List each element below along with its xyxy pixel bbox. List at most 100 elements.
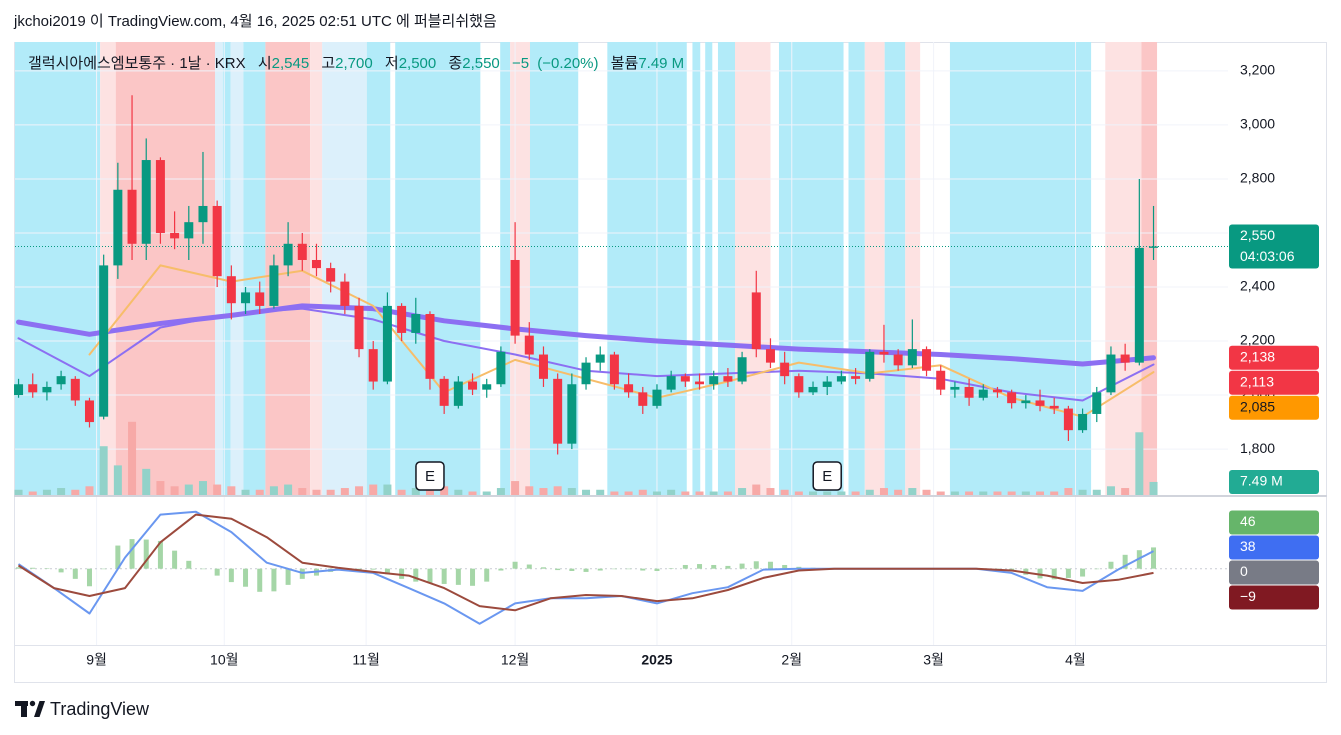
signal-band <box>717 42 735 495</box>
volume-bar <box>553 486 562 495</box>
signal-band <box>500 42 511 495</box>
macd-histogram-bar <box>767 561 773 569</box>
volume-bar <box>624 491 633 495</box>
macd-histogram-bar <box>413 568 419 582</box>
logo-dot <box>29 700 36 707</box>
signal-band <box>864 42 885 495</box>
volume-bar <box>709 491 718 495</box>
macd-histogram-bar <box>611 568 617 570</box>
signal-band <box>734 42 771 495</box>
macd-histogram-bar <box>455 568 461 585</box>
footer-brand: TradingView <box>50 699 150 719</box>
volume-bar <box>723 491 732 495</box>
axis-badge <box>1229 345 1319 370</box>
volume-bar <box>496 488 505 495</box>
candle-body <box>255 292 265 306</box>
signal-band <box>243 42 266 495</box>
volume-bar <box>142 468 151 495</box>
volume-bar <box>752 484 761 495</box>
y-tick-label: 1,800 <box>1240 440 1275 456</box>
candle-body <box>581 362 591 385</box>
legend-low-label: 저 <box>385 55 399 72</box>
macd-histogram-bar <box>1037 568 1043 579</box>
axis-badge-label: 2,550 <box>1240 227 1275 243</box>
macd-histogram-bar <box>172 550 178 569</box>
legend-open: 2,545 <box>272 55 310 72</box>
candle-body <box>1134 247 1144 363</box>
macd-histogram-bar <box>44 568 50 569</box>
macd-pane <box>15 510 1228 625</box>
signal-band <box>848 42 865 495</box>
volume-bar <box>1036 491 1045 495</box>
candle-body <box>170 232 180 239</box>
x-tick-label: 10월 <box>210 652 238 668</box>
macd-histogram-bar <box>16 567 22 569</box>
macd-histogram-bar <box>58 568 64 573</box>
candle-body <box>496 351 506 385</box>
candle-body <box>269 265 279 306</box>
x-tick-label: 2025 <box>641 652 672 668</box>
macd-histogram-bar <box>569 568 575 571</box>
candle-body <box>567 384 577 444</box>
volume-bar <box>1007 491 1016 495</box>
volume-bar <box>865 489 874 495</box>
candle-body <box>70 378 80 401</box>
macd-histogram-bar <box>682 564 688 569</box>
candle-body <box>666 376 676 390</box>
volume-bar <box>879 488 888 495</box>
candle-body <box>468 381 478 390</box>
macd-histogram-bar <box>186 560 192 569</box>
volume-bar <box>582 489 591 495</box>
macd-histogram-bar <box>271 568 277 592</box>
volume-bar <box>667 489 676 495</box>
axis-badge-time: 04:03:06 <box>1240 248 1295 264</box>
logo-slash <box>34 701 45 717</box>
x-tick-label: 12월 <box>501 652 529 668</box>
volume-bar <box>1149 481 1158 495</box>
macd-histogram-bar <box>1065 568 1071 578</box>
candle-body <box>893 354 903 366</box>
axis-badge <box>1229 560 1319 585</box>
volume-bar <box>610 491 619 495</box>
volume-bar <box>482 491 491 495</box>
axis-badge <box>1229 535 1319 560</box>
candle-body <box>283 243 293 266</box>
macd-histogram-bar <box>668 568 674 569</box>
axis-badge-label: 7.49 M <box>1240 473 1283 489</box>
volume-bar <box>71 489 80 495</box>
legend-high-label: 고 <box>321 55 335 72</box>
candle-body <box>978 389 988 398</box>
volume-bar <box>908 488 917 495</box>
publish-header: jkchoi2019 이 TradingView.com, 4월 16, 202… <box>13 13 497 30</box>
candle-body <box>609 354 619 385</box>
macd-line <box>17 513 1154 612</box>
candle-body <box>595 354 605 363</box>
volume-bar <box>14 489 23 495</box>
signal-band <box>1141 42 1158 495</box>
candle-body <box>624 384 634 393</box>
volume-bar <box>567 488 576 495</box>
candle-body <box>638 392 648 406</box>
candle-body <box>553 378 563 444</box>
candle-body <box>936 370 946 390</box>
volume-bar <box>198 481 207 495</box>
macd-histogram-bar <box>143 539 149 569</box>
volume-bar <box>780 489 789 495</box>
candle-body <box>652 389 662 406</box>
volume-bar <box>425 488 434 495</box>
candle-body <box>482 384 492 390</box>
volume-bar <box>298 488 307 495</box>
macd-histogram-bar <box>782 564 788 569</box>
legend-close: 2,550 <box>462 55 500 72</box>
candle-body <box>354 305 364 350</box>
macd-histogram-bar <box>384 568 390 575</box>
axis-badge <box>1229 469 1319 494</box>
macd-histogram-bar <box>526 564 532 569</box>
axis-badge-label: 46 <box>1240 513 1256 529</box>
event-marker <box>415 461 445 491</box>
macd-histogram-bar <box>753 561 759 569</box>
macd-histogram-bar <box>115 545 121 569</box>
y-tick-label: 2,800 <box>1240 170 1275 186</box>
